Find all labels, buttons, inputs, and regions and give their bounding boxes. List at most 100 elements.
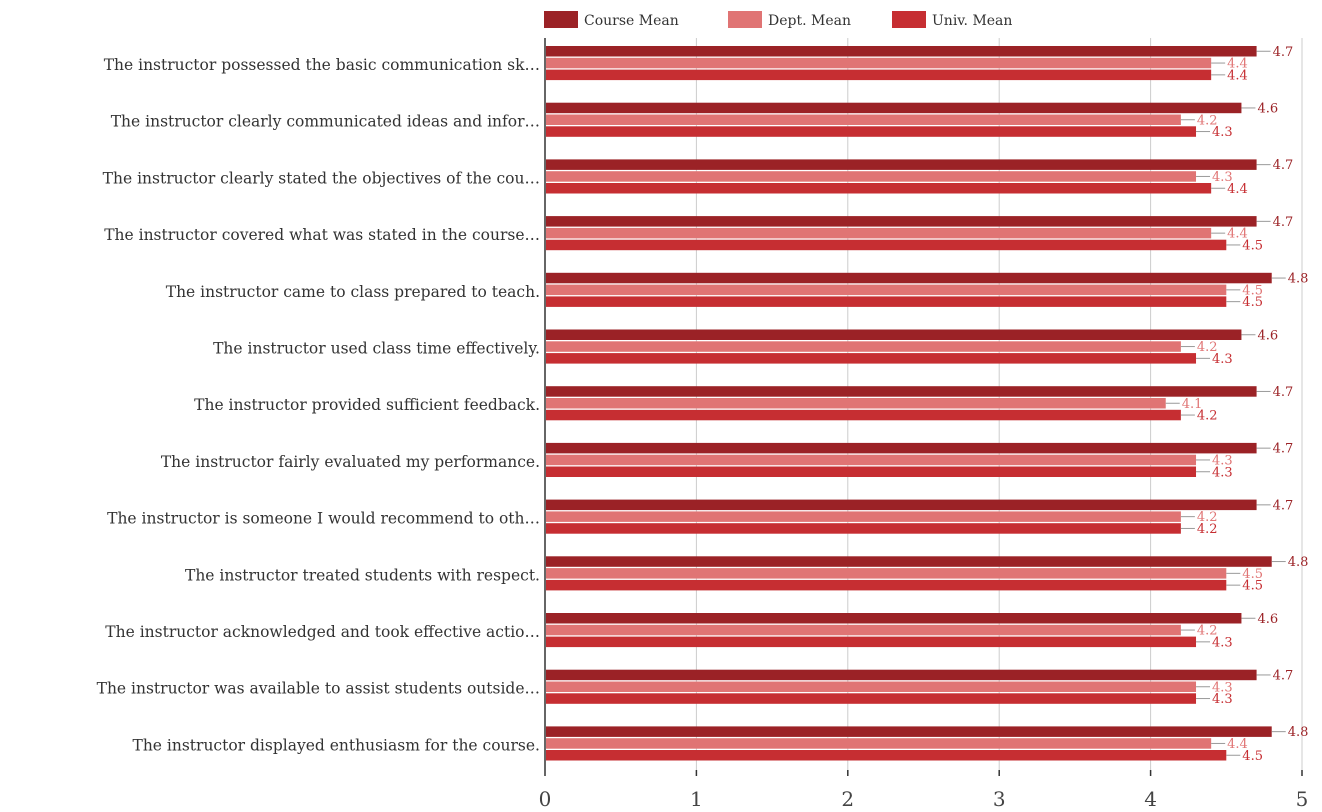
bar: [546, 681, 1197, 692]
bar: [546, 239, 1227, 251]
data-label: 4.2: [1197, 510, 1218, 525]
data-label: 4.3: [1212, 465, 1233, 480]
bar: [546, 341, 1181, 352]
legend-swatch: [892, 11, 926, 28]
data-label: 4.5: [1242, 749, 1263, 764]
data-label: 4.2: [1197, 409, 1218, 424]
category-label: The instructor fairly evaluated my perfo…: [161, 453, 540, 471]
data-label: 4.7: [1273, 215, 1294, 230]
data-label: 4.5: [1242, 238, 1263, 253]
data-label: 4.5: [1242, 283, 1263, 298]
bar: [546, 46, 1257, 57]
bar: [546, 171, 1197, 182]
data-label: 4.2: [1197, 522, 1218, 537]
data-label: 4.7: [1273, 158, 1294, 173]
data-label: 4.3: [1212, 635, 1233, 650]
bar: [546, 523, 1181, 534]
bar: [546, 183, 1212, 194]
data-label: 4.1: [1182, 397, 1203, 412]
data-label: 4.2: [1197, 113, 1218, 128]
bar: [546, 579, 1227, 591]
category-label: The instructor came to class prepared to…: [166, 283, 540, 301]
category-label: The instructor is someone I would recomm…: [107, 510, 540, 528]
bar: [546, 750, 1227, 761]
category-label: The instructor acknowledged and took eff…: [105, 623, 540, 641]
category-labels: The instructor possessed the basic commu…: [97, 56, 540, 754]
bar: [546, 284, 1227, 296]
data-label: 4.4: [1227, 182, 1248, 197]
legend-label: Dept. Mean: [768, 13, 851, 29]
data-label: 4.8: [1288, 725, 1309, 740]
x-tick-label: 2: [841, 787, 854, 811]
category-label: The instructor treated students with res…: [185, 566, 540, 584]
bar: [546, 227, 1212, 239]
bar: [546, 409, 1181, 421]
bar: [546, 624, 1181, 636]
data-label: 4.5: [1242, 579, 1263, 594]
data-label: 4.5: [1242, 295, 1263, 310]
category-label: The instructor covered what was stated i…: [104, 226, 540, 244]
bar: [546, 398, 1166, 409]
data-label: 4.4: [1227, 737, 1248, 752]
bar: [546, 353, 1197, 364]
bar: [546, 499, 1257, 511]
legend-swatch: [544, 11, 578, 28]
legend-label: Univ. Mean: [932, 13, 1012, 29]
data-label: 4.3: [1212, 352, 1233, 367]
bar: [546, 159, 1257, 170]
data-label: 4.3: [1212, 692, 1233, 707]
x-tick-label: 1: [690, 787, 703, 811]
data-label: 4.6: [1257, 612, 1278, 627]
bar: [546, 442, 1257, 454]
data-label: 4.7: [1273, 385, 1294, 400]
data-label: 4.8: [1288, 272, 1309, 287]
bar: [546, 57, 1212, 69]
x-axis: 0 1 2 3 4 5: [539, 38, 1309, 811]
bar: [546, 669, 1257, 681]
bar: [546, 69, 1212, 81]
legend: Course Mean Dept. Mean Univ. Mean: [544, 11, 1012, 29]
bar: [546, 386, 1257, 397]
bar: [546, 102, 1242, 114]
data-label: 4.8: [1288, 555, 1309, 570]
bar: [546, 466, 1197, 477]
data-label: 4.4: [1227, 57, 1248, 72]
bar: [546, 272, 1272, 284]
data-label: 4.7: [1273, 498, 1294, 513]
data-label: 4.6: [1257, 328, 1278, 343]
category-label: The instructor clearly communicated idea…: [111, 113, 540, 131]
bar: [546, 738, 1212, 749]
data-label: 4.3: [1212, 453, 1233, 468]
bar: [546, 511, 1181, 522]
bar: [546, 568, 1227, 579]
bar: [546, 296, 1227, 307]
category-label: The instructor was available to assist s…: [97, 680, 540, 698]
bar: [546, 126, 1197, 137]
legend-label: Course Mean: [584, 13, 679, 29]
data-label: 4.3: [1212, 125, 1233, 140]
data-label: 4.4: [1227, 68, 1248, 83]
legend-swatch: [728, 11, 762, 28]
bar: [546, 216, 1257, 227]
bars: [546, 46, 1272, 761]
category-label: The instructor clearly stated the object…: [103, 169, 540, 187]
category-label: The instructor displayed enthusiasm for …: [132, 736, 540, 754]
x-tick-label: 4: [1144, 787, 1157, 811]
value-labels: 4.74.44.44.64.24.34.74.34.44.74.44.54.84…: [1165, 45, 1309, 764]
data-label: 4.7: [1273, 668, 1294, 683]
data-label: 4.3: [1212, 680, 1233, 695]
x-tick-label: 0: [539, 787, 552, 811]
category-label: The instructor provided sufficient feedb…: [194, 396, 540, 414]
data-label: 4.7: [1273, 442, 1294, 457]
x-tick-label: 3: [993, 787, 1006, 811]
bar: [546, 114, 1181, 125]
data-label: 4.2: [1197, 340, 1218, 355]
bar: [546, 556, 1272, 567]
bar: [546, 329, 1242, 340]
x-tick-label: 5: [1296, 787, 1309, 811]
data-label: 4.7: [1273, 45, 1294, 60]
bar: [546, 636, 1197, 648]
category-label: The instructor used class time effective…: [213, 340, 540, 358]
data-label: 4.4: [1227, 227, 1248, 242]
